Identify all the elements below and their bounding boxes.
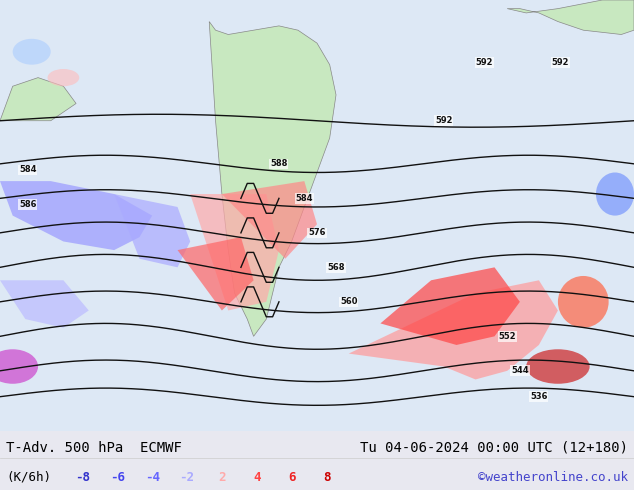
Text: 2: 2: [218, 470, 226, 484]
Text: 584: 584: [295, 194, 313, 203]
Text: 8: 8: [323, 470, 330, 484]
Text: 592: 592: [476, 58, 493, 67]
Polygon shape: [222, 181, 317, 259]
Ellipse shape: [13, 39, 51, 65]
Ellipse shape: [558, 276, 609, 328]
Text: 6: 6: [288, 470, 295, 484]
Polygon shape: [178, 237, 254, 311]
Polygon shape: [190, 194, 279, 311]
Text: T-Adv. 500 hPa  ECMWF: T-Adv. 500 hPa ECMWF: [6, 441, 182, 455]
Text: -2: -2: [179, 470, 195, 484]
Ellipse shape: [526, 349, 590, 384]
Ellipse shape: [48, 69, 79, 86]
Polygon shape: [114, 194, 190, 268]
Text: (K/6h): (K/6h): [6, 470, 51, 484]
Ellipse shape: [596, 172, 634, 216]
Text: 544: 544: [511, 367, 529, 375]
Polygon shape: [0, 181, 152, 250]
Text: 586: 586: [19, 200, 37, 209]
Text: 552: 552: [498, 332, 516, 341]
Text: 592: 592: [552, 58, 569, 67]
Polygon shape: [507, 0, 634, 34]
Text: 568: 568: [327, 263, 345, 272]
Text: ©weatheronline.co.uk: ©weatheronline.co.uk: [477, 470, 628, 484]
Text: -8: -8: [75, 470, 90, 484]
Polygon shape: [380, 268, 520, 345]
Text: 592: 592: [435, 116, 453, 125]
Text: Tu 04-06-2024 00:00 UTC (12+180): Tu 04-06-2024 00:00 UTC (12+180): [359, 441, 628, 455]
Polygon shape: [0, 77, 76, 121]
Text: 560: 560: [340, 297, 358, 306]
Polygon shape: [0, 280, 89, 328]
Text: 4: 4: [253, 470, 261, 484]
Polygon shape: [349, 280, 558, 379]
Text: 588: 588: [270, 159, 288, 169]
Text: 536: 536: [530, 392, 548, 401]
Text: 584: 584: [19, 166, 37, 174]
Ellipse shape: [0, 349, 38, 384]
Polygon shape: [209, 22, 336, 336]
Text: 576: 576: [308, 228, 326, 237]
Text: -4: -4: [145, 470, 160, 484]
Text: -6: -6: [110, 470, 125, 484]
